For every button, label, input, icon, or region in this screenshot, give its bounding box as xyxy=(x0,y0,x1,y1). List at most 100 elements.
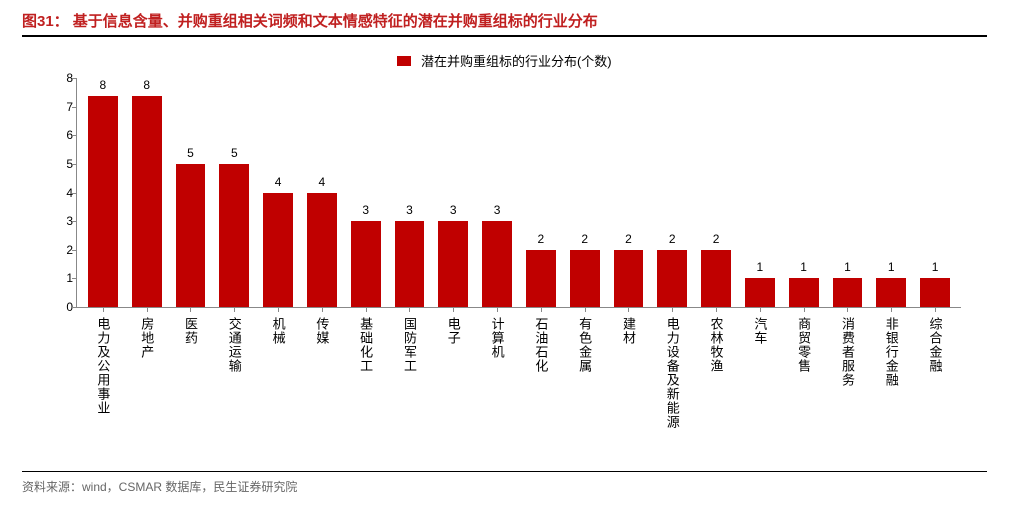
bar xyxy=(745,278,775,307)
bar-value-label: 8 xyxy=(100,78,107,92)
bar xyxy=(614,250,644,307)
bar-wrap: 8电力及公用事业 xyxy=(81,78,125,307)
bar-value-label: 2 xyxy=(625,232,632,246)
source-text: 资料来源：wind，CSMAR 数据库，民生证券研究院 xyxy=(22,471,987,495)
x-tick-label: 传媒 xyxy=(312,317,331,345)
x-tick-label: 机械 xyxy=(269,317,288,345)
bar xyxy=(219,164,249,307)
x-tick-label: 房地产 xyxy=(137,317,156,359)
y-tick-mark xyxy=(72,107,77,108)
chart-area: 潜在并购重组标的行业分布(个数) 8电力及公用事业8房地产5医药5交通运输4机械… xyxy=(22,41,987,461)
x-tick-label: 电力设备及新能源 xyxy=(663,317,682,429)
x-tick-mark xyxy=(935,307,936,312)
bar-value-label: 3 xyxy=(450,203,457,217)
y-tick-mark xyxy=(72,307,77,308)
legend-swatch xyxy=(397,56,411,66)
figure-header: 图31： 基于信息含量、并购重组相关词频和文本情感特征的潜在并购重组标的行业分布 xyxy=(22,10,987,37)
bar-wrap: 1消费者服务 xyxy=(826,78,870,307)
y-tick-mark xyxy=(72,135,77,136)
bar-wrap: 1汽车 xyxy=(738,78,782,307)
bar-wrap: 2石油石化 xyxy=(519,78,563,307)
plot-region: 8电力及公用事业8房地产5医药5交通运输4机械4传媒3基础化工3国防军工3电子3… xyxy=(76,78,961,308)
x-tick-label: 有色金属 xyxy=(575,317,594,373)
x-tick-label: 商贸零售 xyxy=(794,317,813,373)
x-tick-label: 交通运输 xyxy=(225,317,244,373)
bar xyxy=(920,278,950,307)
x-tick-mark xyxy=(628,307,629,312)
bar-wrap: 8房地产 xyxy=(125,78,169,307)
y-tick-label: 6 xyxy=(47,128,73,142)
y-tick-mark xyxy=(72,250,77,251)
bar-value-label: 2 xyxy=(713,232,720,246)
x-tick-mark xyxy=(804,307,805,312)
x-tick-mark xyxy=(409,307,410,312)
bar-wrap: 5医药 xyxy=(169,78,213,307)
x-tick-mark xyxy=(322,307,323,312)
bar-wrap: 3基础化工 xyxy=(344,78,388,307)
x-tick-mark xyxy=(672,307,673,312)
bars-container: 8电力及公用事业8房地产5医药5交通运输4机械4传媒3基础化工3国防军工3电子3… xyxy=(77,78,961,307)
bar xyxy=(176,164,206,307)
x-tick-mark xyxy=(716,307,717,312)
x-tick-label: 建材 xyxy=(619,317,638,345)
bar xyxy=(132,96,162,307)
x-tick-mark xyxy=(103,307,104,312)
x-tick-mark xyxy=(453,307,454,312)
bar-wrap: 2建材 xyxy=(607,78,651,307)
bar-wrap: 3计算机 xyxy=(475,78,519,307)
bar xyxy=(351,221,381,307)
y-tick-label: 5 xyxy=(47,157,73,171)
x-tick-label: 医药 xyxy=(181,317,200,345)
bar-wrap: 1非银行金融 xyxy=(869,78,913,307)
y-tick-label: 0 xyxy=(47,300,73,314)
bar xyxy=(570,250,600,307)
bar-value-label: 3 xyxy=(406,203,413,217)
x-tick-mark xyxy=(847,307,848,312)
figure-title: 基于信息含量、并购重组相关词频和文本情感特征的潜在并购重组标的行业分布 xyxy=(73,10,598,31)
bar-value-label: 1 xyxy=(800,260,807,274)
x-tick-mark xyxy=(497,307,498,312)
bar-value-label: 5 xyxy=(187,146,194,160)
bar-value-label: 8 xyxy=(143,78,150,92)
bar-value-label: 2 xyxy=(538,232,545,246)
x-tick-mark xyxy=(541,307,542,312)
bar xyxy=(88,96,118,307)
y-tick-mark xyxy=(72,164,77,165)
y-tick-mark xyxy=(72,278,77,279)
y-tick-mark xyxy=(72,221,77,222)
y-tick-mark xyxy=(72,78,77,79)
x-tick-label: 消费者服务 xyxy=(838,317,857,387)
bar-value-label: 2 xyxy=(581,232,588,246)
x-tick-mark xyxy=(585,307,586,312)
bar-value-label: 4 xyxy=(275,175,282,189)
x-tick-label: 综合金融 xyxy=(926,317,945,373)
x-tick-label: 基础化工 xyxy=(356,317,375,373)
x-tick-label: 电子 xyxy=(444,317,463,345)
bar-value-label: 5 xyxy=(231,146,238,160)
x-tick-label: 电力及公用事业 xyxy=(93,317,112,415)
bar-wrap: 2有色金属 xyxy=(563,78,607,307)
x-tick-mark xyxy=(278,307,279,312)
y-tick-label: 4 xyxy=(47,186,73,200)
bar-wrap: 4机械 xyxy=(256,78,300,307)
bar xyxy=(833,278,863,307)
bar-wrap: 4传媒 xyxy=(300,78,344,307)
bar xyxy=(657,250,687,307)
bar xyxy=(263,193,293,308)
x-tick-label: 汽车 xyxy=(750,317,769,345)
legend: 潜在并购重组标的行业分布(个数) xyxy=(42,51,967,70)
y-tick-label: 1 xyxy=(47,271,73,285)
y-tick-label: 3 xyxy=(47,214,73,228)
x-tick-mark xyxy=(760,307,761,312)
bar-value-label: 1 xyxy=(757,260,764,274)
bar xyxy=(307,193,337,308)
bar-value-label: 3 xyxy=(494,203,501,217)
y-tick-label: 2 xyxy=(47,243,73,257)
x-tick-label: 非银行金融 xyxy=(882,317,901,387)
bar xyxy=(789,278,819,307)
bar xyxy=(482,221,512,307)
x-tick-mark xyxy=(366,307,367,312)
bar-value-label: 1 xyxy=(888,260,895,274)
x-tick-mark xyxy=(190,307,191,312)
legend-text: 潜在并购重组标的行业分布(个数) xyxy=(421,54,612,69)
